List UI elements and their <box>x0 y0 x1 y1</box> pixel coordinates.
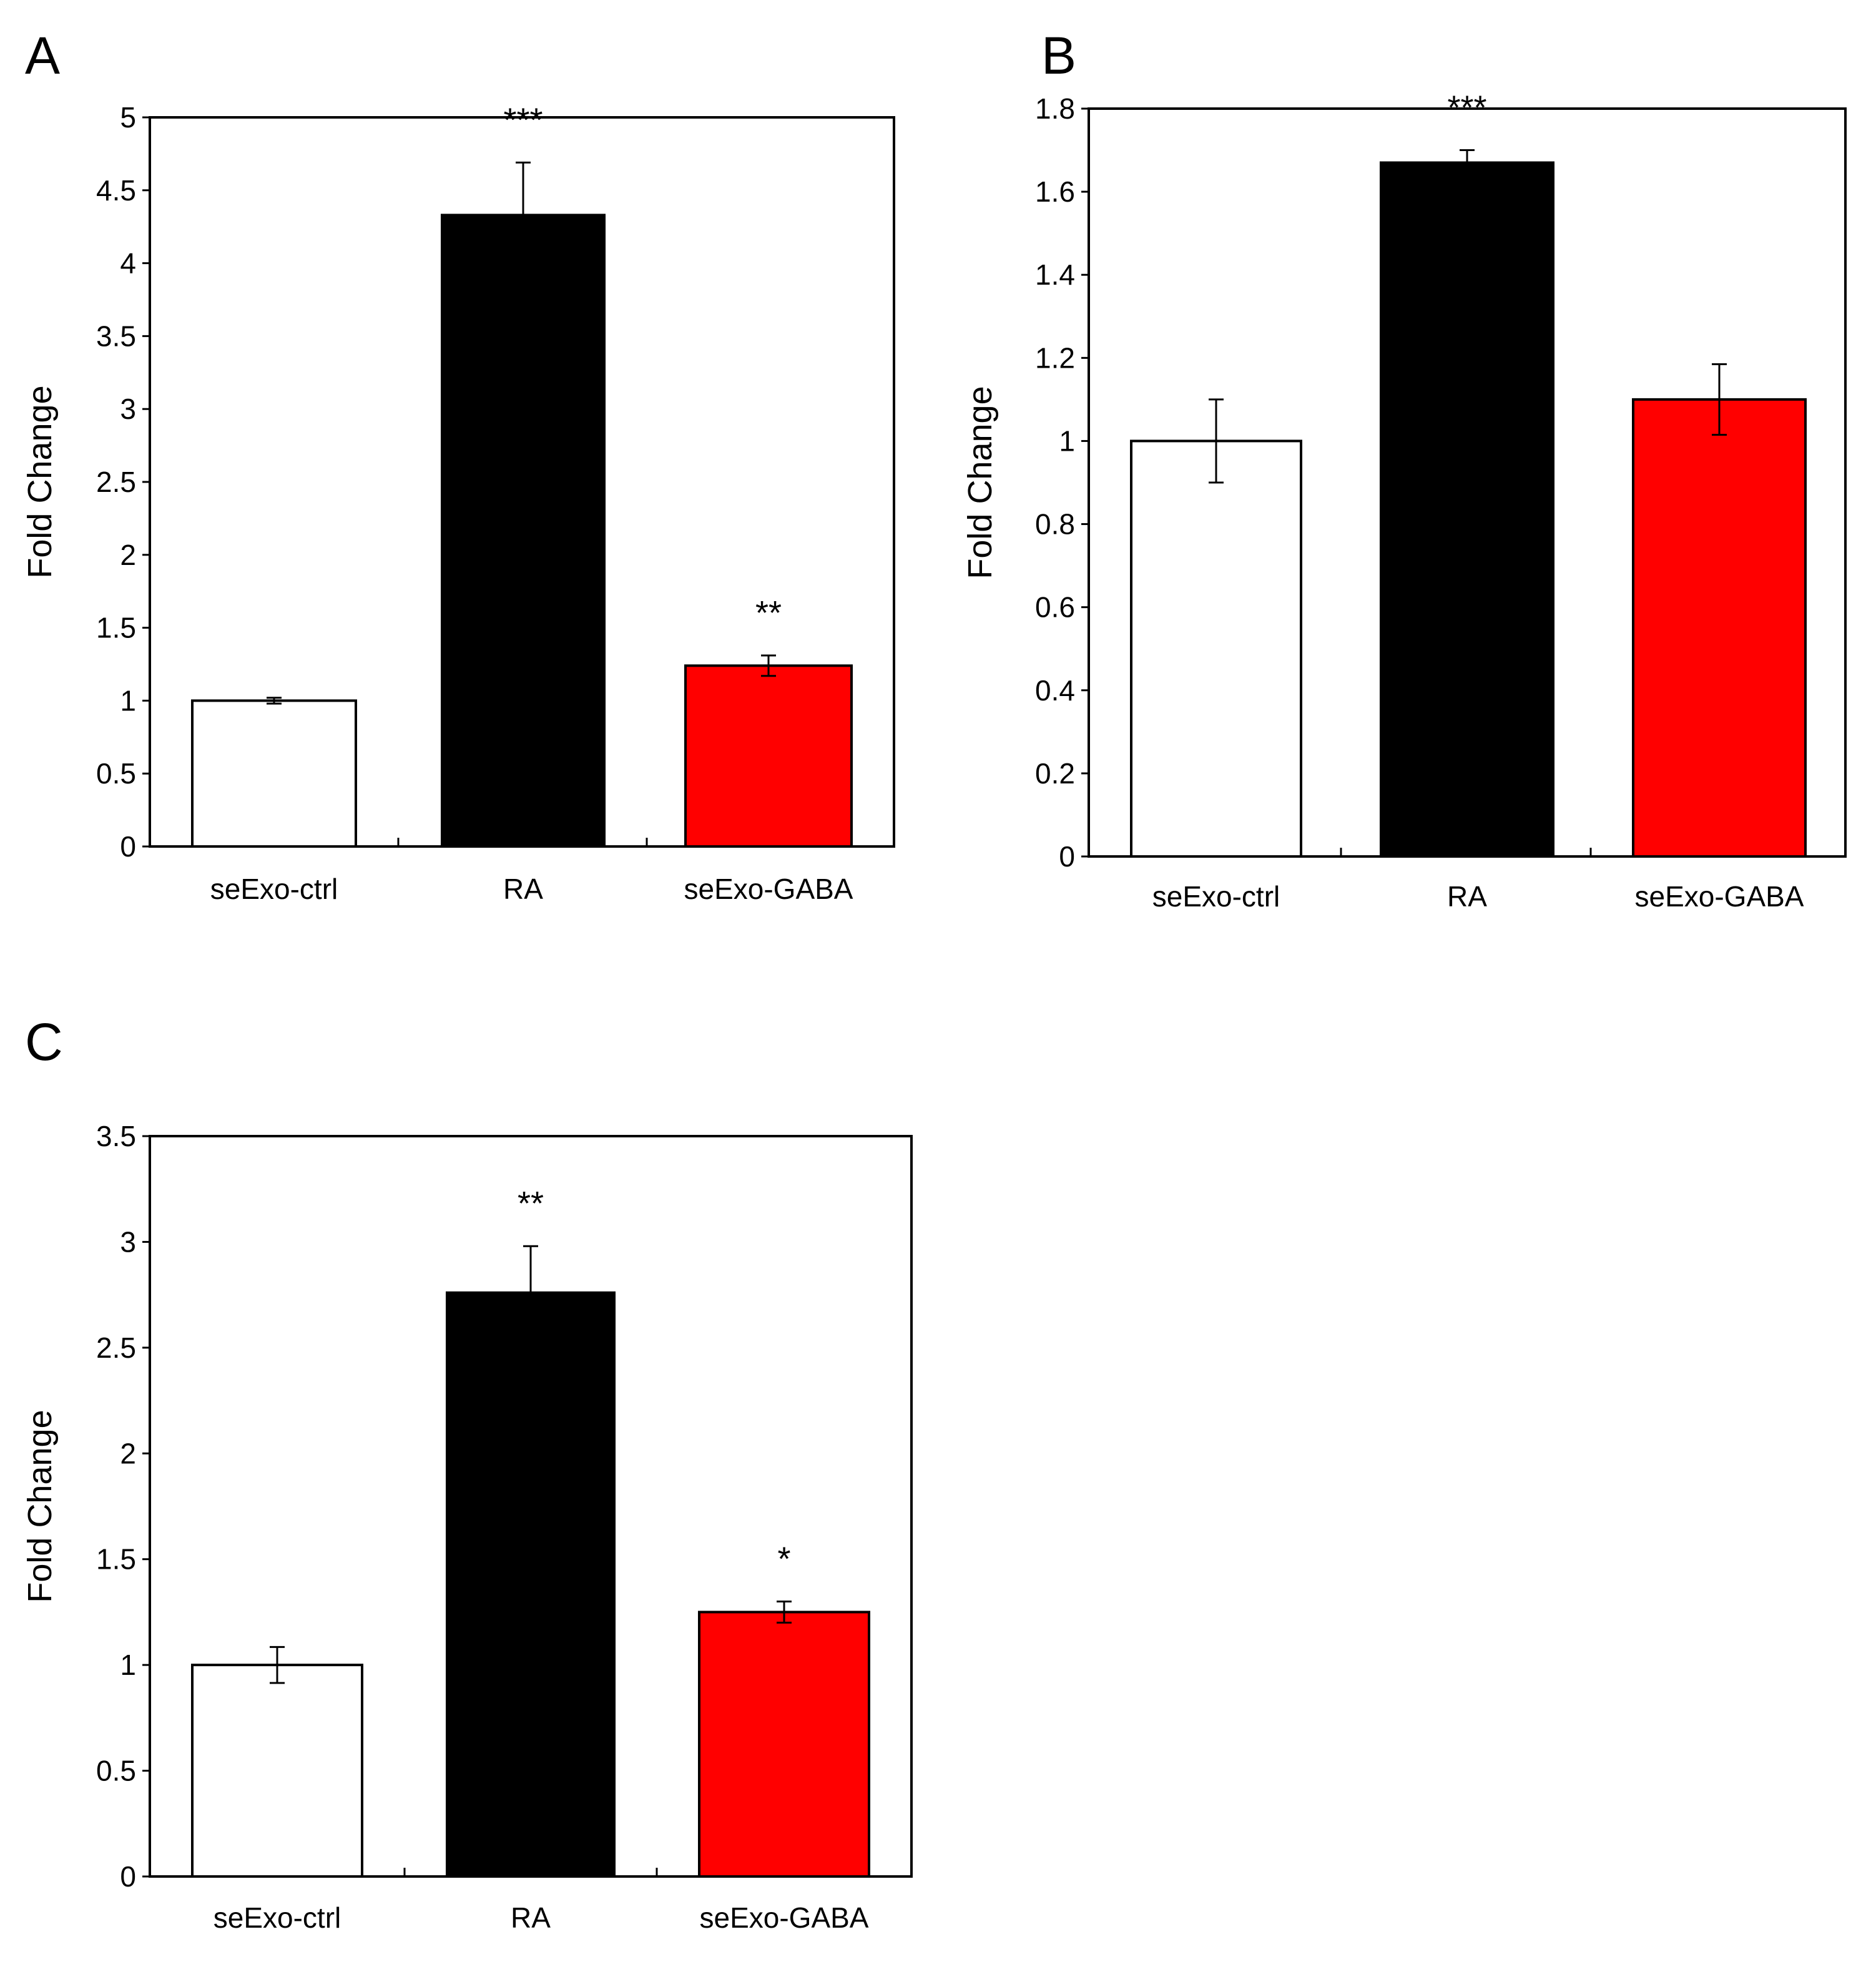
error-bar <box>267 697 282 705</box>
error-bar <box>270 1646 285 1684</box>
bar <box>1380 161 1554 858</box>
y-tick-label: 1.5 <box>96 612 136 644</box>
panel-label: A <box>25 26 60 85</box>
bar <box>446 1291 616 1878</box>
panel-c-chart: C Fold Change 00.511.522.533.5***seExo-c… <box>21 1013 913 1934</box>
y-tick-label: 1.6 <box>1035 175 1075 208</box>
bar <box>191 699 357 848</box>
error-bar <box>1460 149 1475 176</box>
y-tick-label: 0 <box>1059 840 1075 873</box>
panel-label: B <box>1041 26 1076 85</box>
bar <box>1632 398 1807 858</box>
y-tick-label: 4.5 <box>96 174 136 207</box>
y-tick-label: 0.2 <box>1035 757 1075 790</box>
y-axis-label: Fold Change <box>961 386 999 579</box>
error-bar <box>1712 363 1727 436</box>
x-tick-label: RA <box>1447 880 1487 913</box>
y-tick-label: 1.2 <box>1035 341 1075 374</box>
y-tick-label: 3 <box>120 1225 136 1258</box>
bar <box>1130 439 1302 858</box>
x-tick-label: RA <box>503 873 543 905</box>
significance-marker: ** <box>755 594 782 632</box>
y-tick-label: 0.6 <box>1035 591 1075 624</box>
y-tick-label: 1 <box>1059 424 1075 457</box>
x-tick-label: seExo-GABA <box>684 873 853 905</box>
y-tick-label: 2 <box>120 539 136 571</box>
bar <box>441 213 606 848</box>
error-bar <box>516 161 531 269</box>
panel-b-chart: B Fold Change 0 0.2 0.4 0.6 0.8 1 1.2 1.4 1.6 1.8… <box>961 26 1847 913</box>
y-tick-label: 3.5 <box>96 1120 136 1152</box>
y-tick-label: 4 <box>120 247 136 280</box>
plot-frame <box>149 116 895 848</box>
panel-a-chart: A Fold Change 00.511.522.533.544.55 *****… <box>21 26 895 905</box>
y-axis-label: Fold Change <box>21 1410 59 1602</box>
error-bar <box>761 654 776 677</box>
plot-frame <box>149 1135 913 1878</box>
y-tick-label: 1 <box>120 1649 136 1681</box>
error-bar <box>777 1600 792 1624</box>
x-tick-label: seExo-ctrl <box>210 873 338 905</box>
y-axis-label: Fold Change <box>21 385 59 578</box>
y-tick-label: 2.5 <box>96 1332 136 1364</box>
significance-marker: *** <box>503 101 543 139</box>
bar <box>698 1611 870 1878</box>
y-tick-label: 1.8 <box>1035 92 1075 125</box>
y-tick-label: 0.4 <box>1035 674 1075 707</box>
y-tick-label: 5 <box>120 101 136 134</box>
y-tick-label: 0 <box>120 830 136 863</box>
x-tick-label: seExo-GABA <box>700 1901 869 1934</box>
x-tick-label: seExo-ctrl <box>214 1901 341 1934</box>
error-bar <box>1209 398 1224 484</box>
y-tick-label: 2 <box>120 1437 136 1469</box>
x-tick-label: seExo-GABA <box>1635 880 1804 913</box>
y-tick-label: 0.8 <box>1035 508 1075 541</box>
x-tick-label: RA <box>511 1901 551 1934</box>
y-tick-label: 1 <box>120 684 136 717</box>
y-tick-label: 0 <box>120 1860 136 1893</box>
x-tick-label: seExo-ctrl <box>1152 880 1280 913</box>
bar <box>191 1664 363 1878</box>
bar <box>684 664 853 848</box>
y-tick-label: 0.5 <box>96 1755 136 1787</box>
y-tick-label: 3.5 <box>96 320 136 352</box>
y-tick-label: 1.4 <box>1035 258 1075 291</box>
significance-marker: * <box>777 1540 790 1577</box>
plot-frame <box>1088 107 1847 858</box>
y-tick-label: 3 <box>120 393 136 425</box>
y-tick-label: 2.5 <box>96 466 136 498</box>
significance-marker: ** <box>518 1185 544 1222</box>
error-bar <box>523 1245 538 1340</box>
panel-label: C <box>25 1013 63 1071</box>
y-tick-label: 1.5 <box>96 1543 136 1576</box>
y-tick-label: 0.5 <box>96 757 136 790</box>
